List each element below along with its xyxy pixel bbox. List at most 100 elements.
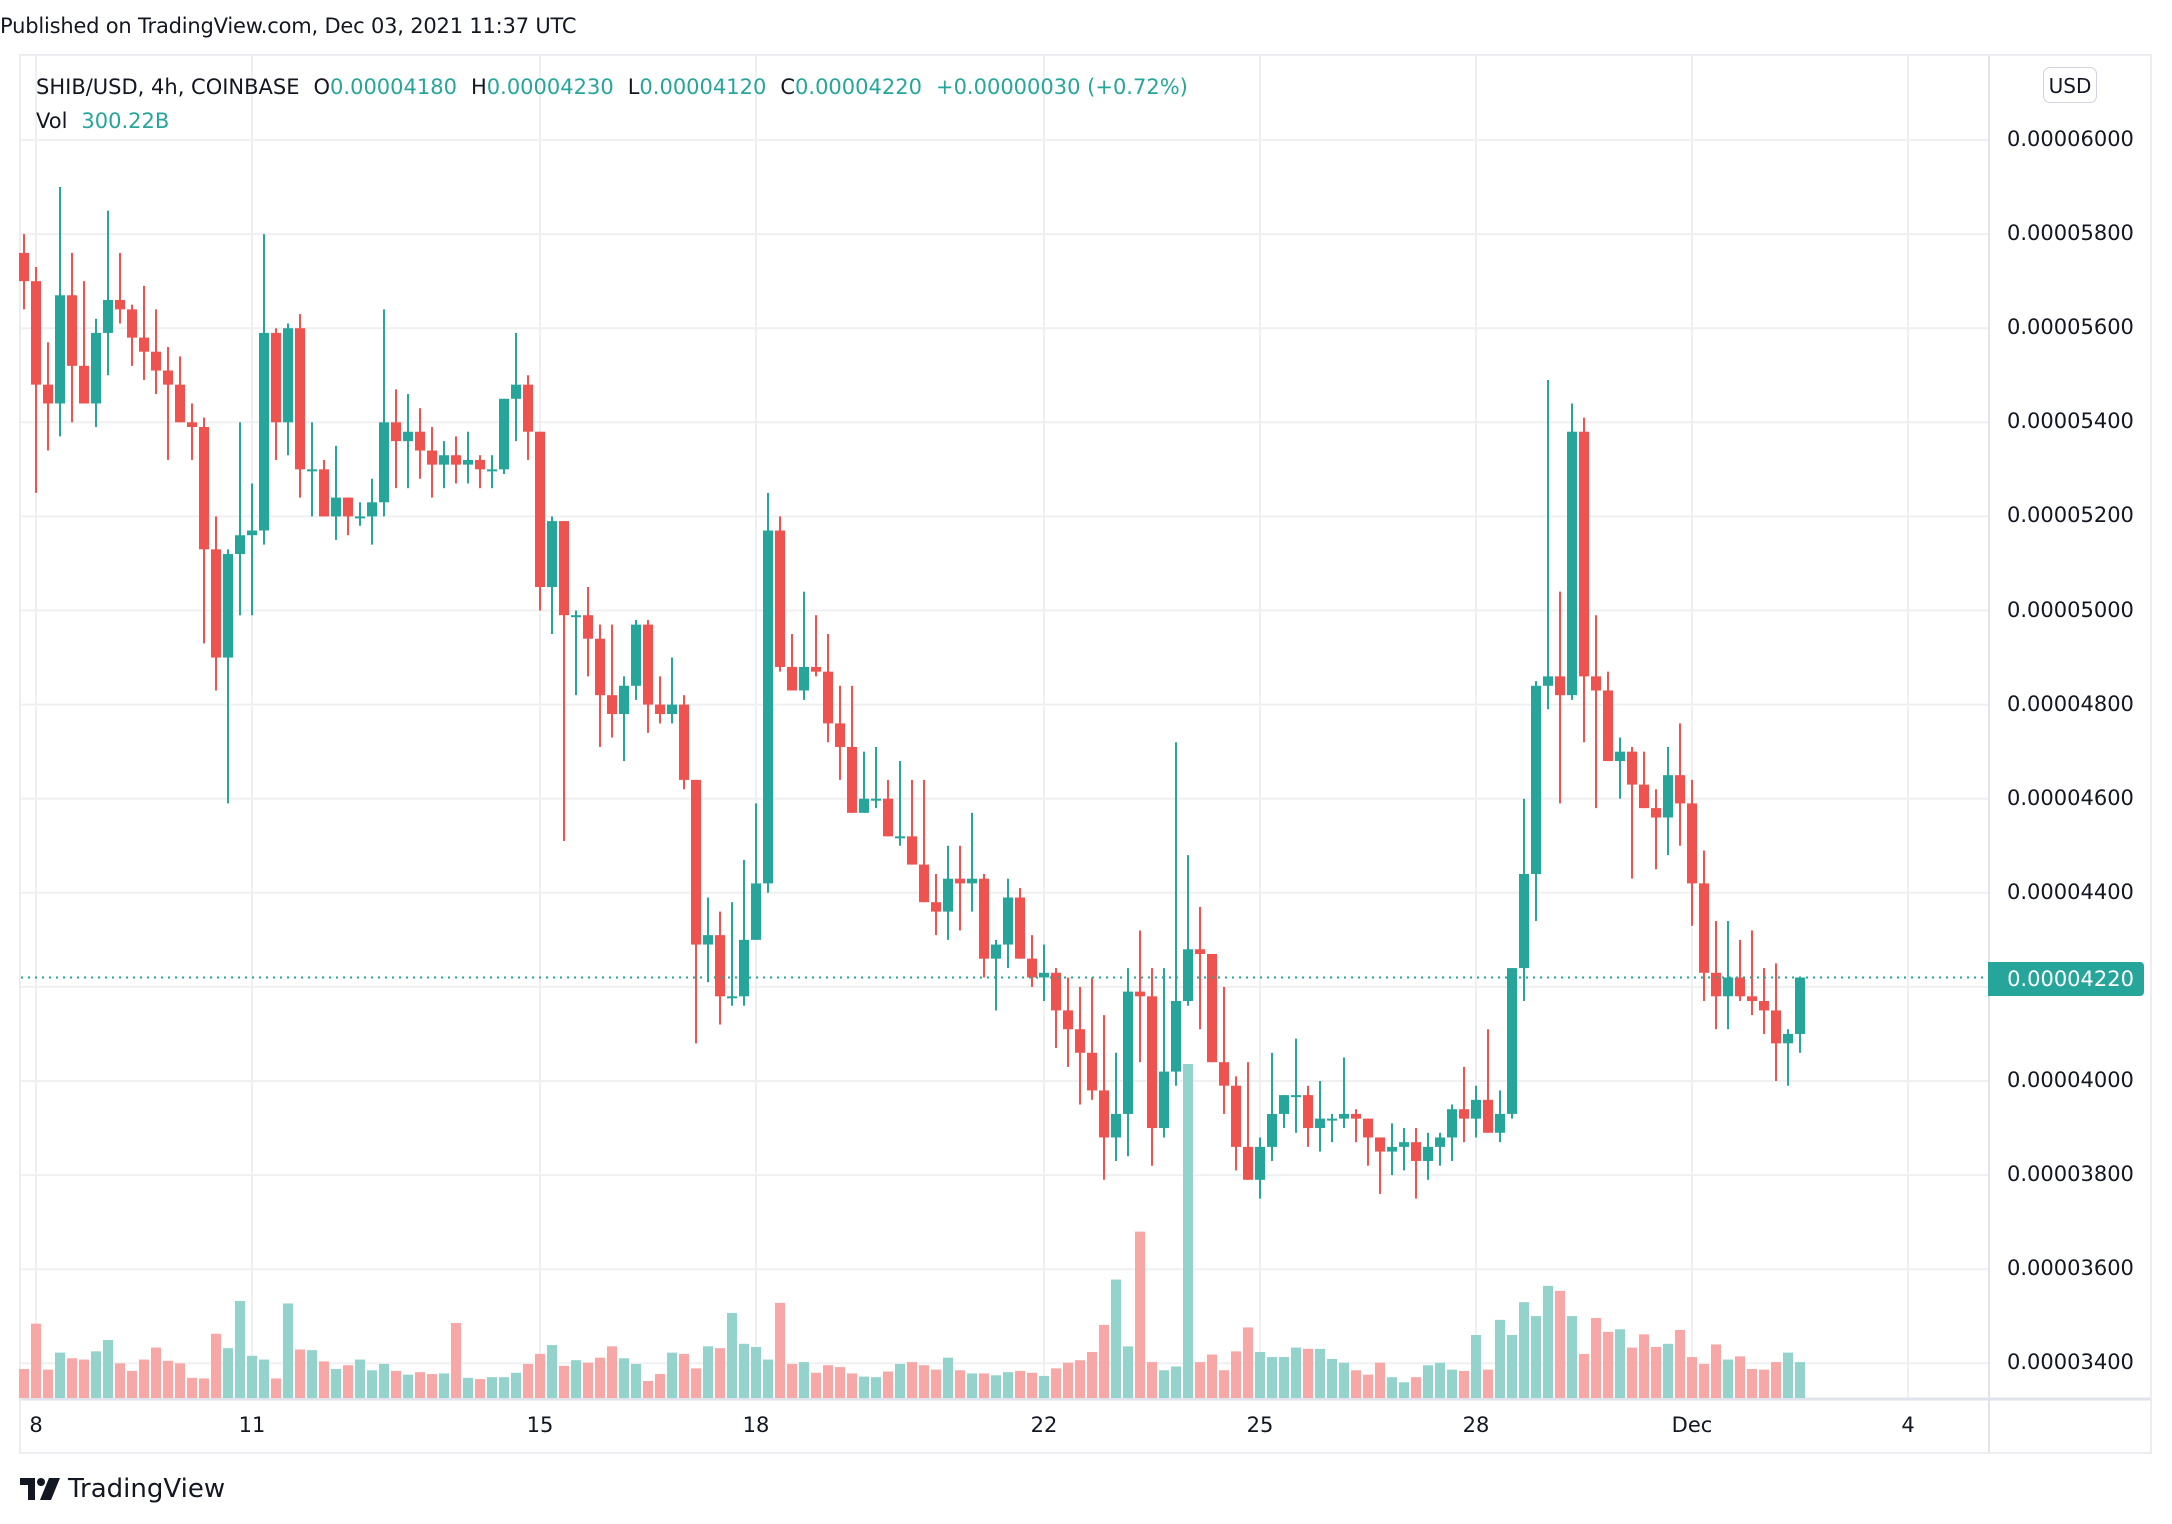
candle-body[interactable] — [1111, 1113, 1121, 1138]
candle-body[interactable] — [487, 469, 497, 472]
candle-body[interactable] — [1243, 1146, 1253, 1180]
candle-body[interactable] — [1375, 1137, 1385, 1152]
candle-body[interactable] — [1147, 996, 1157, 1129]
candle-body[interactable] — [1495, 1113, 1505, 1133]
candle-body[interactable] — [1267, 1113, 1277, 1147]
candle-body[interactable] — [223, 554, 233, 658]
candle-body[interactable] — [547, 521, 557, 587]
candle-body[interactable] — [895, 836, 905, 839]
candle-body[interactable] — [91, 332, 101, 404]
candle-body[interactable] — [823, 671, 833, 724]
candle-body[interactable] — [1531, 685, 1541, 874]
candle-body[interactable] — [775, 530, 785, 667]
candle-body[interactable] — [955, 878, 965, 884]
candle-body[interactable] — [1435, 1137, 1445, 1147]
candle-body[interactable] — [847, 746, 857, 813]
candle-body[interactable] — [343, 497, 353, 517]
candle-body[interactable] — [1231, 1085, 1241, 1147]
candle-body[interactable] — [1735, 977, 1745, 997]
candle-body[interactable] — [427, 450, 437, 465]
candle-body[interactable] — [31, 281, 41, 385]
candle-body[interactable] — [907, 836, 917, 865]
candle-body[interactable] — [583, 615, 593, 639]
candle-body[interactable] — [1447, 1109, 1457, 1138]
candle-body[interactable] — [811, 666, 821, 672]
candle-body[interactable] — [211, 549, 221, 658]
candle-body[interactable] — [1675, 775, 1685, 804]
candle-body[interactable] — [199, 427, 209, 550]
candle-body[interactable] — [307, 469, 317, 472]
candle-body[interactable] — [1783, 1033, 1793, 1044]
candle-body[interactable] — [1555, 676, 1565, 696]
candle-body[interactable] — [1303, 1095, 1313, 1129]
candle-body[interactable] — [439, 455, 449, 465]
candle-body[interactable] — [1411, 1142, 1421, 1161]
tradingview-logo[interactable]: TradingView — [20, 1474, 225, 1504]
candle-body[interactable] — [991, 944, 1001, 959]
candle-body[interactable] — [1027, 958, 1037, 978]
candle-body[interactable] — [1699, 883, 1709, 973]
candle-body[interactable] — [1099, 1090, 1109, 1138]
candle-body[interactable] — [787, 666, 797, 691]
candle-body[interactable] — [1159, 1071, 1169, 1129]
candle-body[interactable] — [1567, 431, 1577, 696]
candle-body[interactable] — [331, 497, 341, 517]
candle-body[interactable] — [691, 779, 701, 945]
candle-body[interactable] — [979, 878, 989, 959]
candle-body[interactable] — [247, 530, 257, 536]
candle-body[interactable] — [943, 878, 953, 912]
candle-body[interactable] — [1387, 1146, 1397, 1152]
candle-body[interactable] — [571, 615, 581, 618]
candle-body[interactable] — [43, 384, 53, 404]
candle-body[interactable] — [175, 384, 185, 423]
candle-body[interactable] — [1351, 1113, 1361, 1119]
candle-body[interactable] — [283, 328, 293, 423]
candle-body[interactable] — [739, 939, 749, 997]
candle-body[interactable] — [319, 469, 329, 517]
candle-body[interactable] — [751, 883, 761, 940]
candle-body[interactable] — [463, 459, 473, 465]
candle-body[interactable] — [1663, 775, 1673, 818]
candle-body[interactable] — [931, 902, 941, 912]
candle-body[interactable] — [535, 431, 545, 587]
candle-body[interactable] — [631, 624, 641, 686]
candle-body[interactable] — [1795, 977, 1805, 1034]
candle-body[interactable] — [259, 332, 269, 531]
candle-body[interactable] — [835, 723, 845, 747]
candle-body[interactable] — [1519, 873, 1529, 969]
candle-body[interactable] — [511, 384, 521, 399]
candle-body[interactable] — [1063, 1010, 1073, 1030]
candle-body[interactable] — [1459, 1109, 1469, 1119]
candle-body[interactable] — [1195, 949, 1205, 954]
candle-body[interactable] — [1087, 1052, 1097, 1091]
candle-body[interactable] — [415, 431, 425, 451]
candle-body[interactable] — [475, 459, 485, 470]
candle-body[interactable] — [391, 422, 401, 442]
candle-body[interactable] — [1723, 977, 1733, 997]
candle-body[interactable] — [715, 935, 725, 997]
candle-body[interactable] — [1615, 751, 1625, 762]
candle-body[interactable] — [1591, 676, 1601, 691]
candle-body[interactable] — [151, 351, 161, 371]
candle-body[interactable] — [127, 309, 137, 338]
candle-body[interactable] — [1003, 897, 1013, 945]
candle-body[interactable] — [19, 252, 29, 282]
candle-body[interactable] — [1039, 972, 1049, 978]
candle-body[interactable] — [1339, 1113, 1349, 1119]
candle-body[interactable] — [103, 299, 113, 333]
candle-body[interactable] — [187, 422, 197, 428]
candle-body[interactable] — [1651, 808, 1661, 818]
candle-body[interactable] — [1603, 690, 1613, 762]
candle-body[interactable] — [1627, 751, 1637, 785]
candle-body[interactable] — [139, 337, 149, 352]
candle-body[interactable] — [1315, 1118, 1325, 1129]
symbol-label[interactable]: SHIB/USD, 4h, COINBASE — [36, 75, 300, 99]
candle-body[interactable] — [883, 798, 893, 837]
candle-body[interactable] — [559, 521, 569, 616]
candle-body[interactable] — [1747, 996, 1757, 1002]
candle-body[interactable] — [799, 666, 809, 691]
candle-body[interactable] — [1543, 676, 1553, 686]
candle-body[interactable] — [79, 365, 89, 404]
candle-body[interactable] — [1291, 1095, 1301, 1098]
